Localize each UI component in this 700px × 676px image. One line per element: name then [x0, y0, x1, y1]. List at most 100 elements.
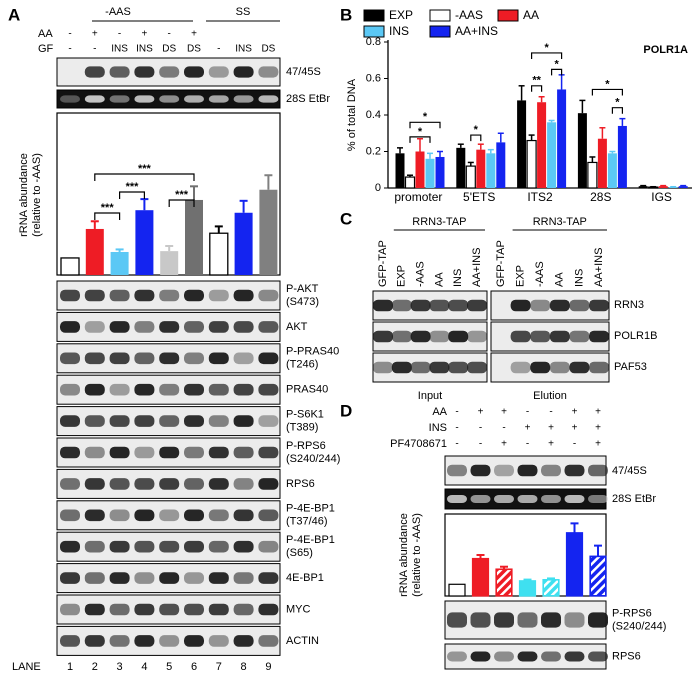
blot-label: (S240/244)	[612, 620, 666, 632]
bar-hatch	[591, 557, 605, 595]
treatment-label: PF4708671	[390, 438, 447, 450]
blot-band	[588, 464, 608, 477]
blot-band	[258, 289, 279, 302]
blot-band	[589, 361, 609, 374]
treatment-sign: DS	[261, 44, 275, 55]
legend-label: AA	[523, 8, 539, 22]
treatment-sign: DS	[187, 44, 201, 55]
blot-band	[184, 540, 204, 553]
sig-bracket	[409, 121, 441, 129]
blot-band	[159, 509, 180, 522]
blot-band	[159, 478, 180, 490]
sig-bracket	[591, 88, 623, 96]
blot-band	[530, 361, 551, 374]
blot-band	[60, 289, 80, 302]
blot-band	[109, 95, 130, 103]
bar	[496, 142, 506, 188]
blot-band	[517, 651, 538, 662]
blot-band	[159, 95, 180, 103]
treatment-sign: +	[525, 423, 531, 434]
blot-band	[564, 464, 585, 477]
lane-label: LANE	[12, 661, 41, 673]
blot-band	[258, 383, 279, 396]
blot-band	[494, 495, 514, 503]
treatment-label: AA	[38, 28, 53, 40]
panel-label: B	[340, 5, 352, 24]
blot-band	[109, 383, 130, 396]
bar	[425, 158, 435, 188]
sig-label: *	[418, 126, 423, 138]
sig-label: *	[605, 78, 610, 90]
bar	[617, 125, 627, 188]
lane-number: 3	[117, 661, 123, 673]
blot-band	[84, 509, 105, 522]
bar	[209, 232, 229, 276]
treatment-label: GF	[38, 43, 54, 55]
sig-label: *	[544, 42, 549, 54]
sig-bracket	[531, 85, 543, 92]
sig-label: ***	[101, 202, 115, 214]
bar	[471, 557, 490, 597]
treatment-sign: INS	[136, 44, 153, 55]
column-label: AA	[433, 272, 445, 287]
bar	[448, 583, 466, 597]
blot-band	[510, 299, 531, 312]
bar	[607, 153, 617, 188]
blot-band	[258, 95, 279, 103]
bar	[486, 153, 496, 188]
bar	[518, 580, 537, 597]
y-axis-label: rRNA abundance	[398, 513, 410, 597]
bar	[526, 139, 537, 189]
blot-band	[84, 95, 105, 103]
sig-bracket	[551, 68, 563, 76]
legend-swatch	[429, 9, 451, 22]
bar	[658, 186, 668, 188]
blot-band	[159, 321, 180, 333]
blot-band	[109, 415, 130, 427]
sig-bracket	[409, 136, 431, 143]
blot-band	[258, 321, 279, 333]
column-label: EXP	[396, 265, 408, 287]
blot-band	[569, 299, 590, 312]
blot-band	[109, 572, 130, 584]
blot-band	[391, 361, 412, 374]
treatment-sign: +	[501, 439, 507, 450]
blot-band	[184, 352, 204, 365]
bar	[537, 102, 547, 188]
blot-band	[258, 478, 279, 490]
blot-band	[159, 415, 180, 427]
treatment-sign: -	[502, 423, 505, 434]
blot-band	[84, 66, 105, 78]
blot-band	[208, 66, 229, 78]
treatment-sign: -	[68, 44, 71, 55]
blot-label: P-PRAS40	[286, 346, 339, 358]
bar	[435, 156, 445, 188]
y-tick-label: 0.2	[366, 145, 381, 157]
blot-band	[208, 446, 229, 459]
blot-band	[208, 321, 229, 333]
treatment-sign: -	[168, 29, 171, 40]
bar	[404, 176, 416, 189]
blot-band	[588, 651, 608, 662]
lane-number: 8	[241, 661, 247, 673]
blot-band	[233, 415, 254, 427]
blot-band	[184, 383, 204, 396]
treatment-sign: +	[141, 29, 147, 40]
sig-label: ***	[138, 163, 152, 175]
treatment-sign: +	[191, 29, 197, 40]
blot-band	[588, 612, 608, 628]
blot-band	[233, 352, 254, 365]
blot-label: (S65)	[286, 547, 313, 559]
blot-label: (T246)	[286, 359, 318, 371]
treatment-sign: +	[478, 407, 484, 418]
treatment-sign: -	[455, 439, 458, 450]
blot-band	[84, 603, 105, 616]
blot-band	[233, 509, 254, 522]
blot-band	[564, 495, 585, 503]
blot-band	[373, 299, 393, 312]
blot-band	[588, 495, 608, 503]
blot-band	[549, 361, 570, 374]
bar	[565, 532, 584, 597]
blot-band	[233, 572, 254, 584]
blot-band	[429, 330, 450, 343]
